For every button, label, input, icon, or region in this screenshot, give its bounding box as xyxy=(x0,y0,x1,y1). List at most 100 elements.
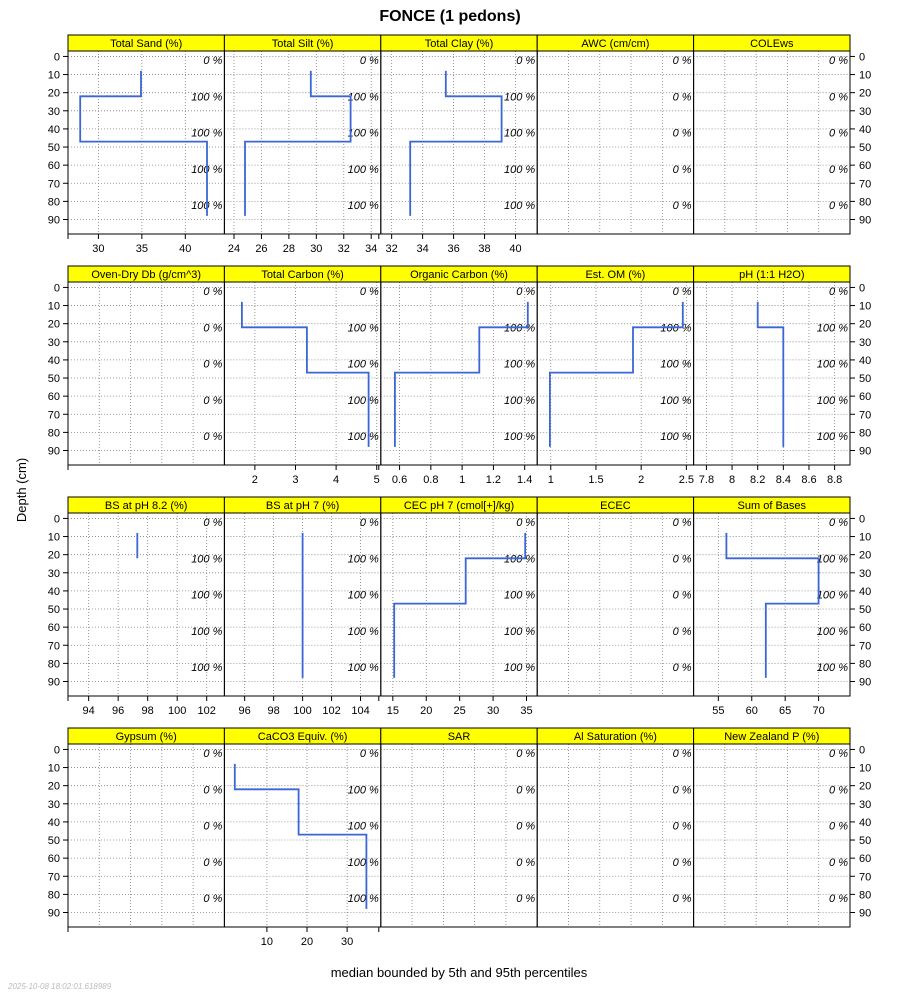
panel: CEC pH 7 (cmol[+]/kg)0 % 100 % 100 % 100 % 1… xyxy=(380,496,538,717)
y-tick-label: 70 xyxy=(859,178,871,190)
percent-label: 100 % xyxy=(348,164,379,176)
percent-label: 0 % xyxy=(829,128,848,140)
percent-label: 100 % xyxy=(504,553,535,565)
percent-label: 100 % xyxy=(504,395,535,407)
x-tick-label: 8.6 xyxy=(801,474,816,486)
y-tick-label: 40 xyxy=(859,355,871,367)
panel-border xyxy=(67,743,225,928)
panel-strip-label: CEC pH 7 (cmol[+]/kg) xyxy=(404,500,514,512)
x-tick-label: 35 xyxy=(136,243,148,255)
percent-label: 0 % xyxy=(829,91,848,103)
y-tick-label: 0 xyxy=(859,282,865,294)
y-tick-label: 0 xyxy=(859,51,865,63)
y-tick-label: 0 xyxy=(859,744,865,756)
y-tick-label: 70 xyxy=(48,409,60,421)
x-tick-label: 36 xyxy=(447,243,459,255)
percent-label: 100 % xyxy=(817,590,848,602)
percent-label: 100 % xyxy=(504,91,535,103)
y-tick-label: 50 xyxy=(859,142,871,154)
y-tick-label: 30 xyxy=(859,799,871,811)
y-tick-label: 50 xyxy=(48,373,60,385)
y-tick-label: 70 xyxy=(859,409,871,421)
y-tick-label: 90 xyxy=(48,677,60,689)
panel-strip-label: BS at pH 8.2 (%) xyxy=(105,500,188,512)
percent-label: 100 % xyxy=(348,553,379,565)
y-tick-label: 60 xyxy=(859,853,871,865)
x-tick-label: 2 xyxy=(252,474,258,486)
x-tick-label: 30 xyxy=(310,243,322,255)
x-tick-label: 38 xyxy=(478,243,490,255)
percent-label: 0 % xyxy=(203,359,222,371)
percent-label: 0 % xyxy=(360,748,379,760)
y-tick-label: 0 xyxy=(54,513,60,525)
percent-label: 0 % xyxy=(203,517,222,529)
percent-label: 100 % xyxy=(817,322,848,334)
y-tick-label: 40 xyxy=(859,817,871,829)
percent-label: 0 % xyxy=(829,164,848,176)
panel: Gypsum (%) 0 % 0 % 0 % 0 % 0 % xyxy=(67,727,225,928)
y-tick-label: 80 xyxy=(48,196,60,208)
percent-label: 0 % xyxy=(829,517,848,529)
y-tick-label: 60 xyxy=(48,853,60,865)
panel-strip-label: pH (1:1 H2O) xyxy=(739,269,804,281)
x-tick-label: 1 xyxy=(548,474,554,486)
panel: Total Carbon (%) 0 % 100 % 100 % 100 % 100 % 2… xyxy=(223,265,382,486)
y-tick-label: 20 xyxy=(859,781,871,793)
x-tick-label: 40 xyxy=(509,243,521,255)
y-axis-label: Depth (cm) xyxy=(14,458,29,522)
percent-label: 100 % xyxy=(504,626,535,638)
x-tick-label: 35 xyxy=(520,705,532,717)
percent-label: 0 % xyxy=(203,857,222,869)
panel-border xyxy=(693,743,851,928)
y-tick-label: 90 xyxy=(859,677,871,689)
panel-grid: Total Sand (%)0 %100 %100 %100 %100 %30 3… xyxy=(48,34,871,948)
y-tick-label: 0 xyxy=(859,513,865,525)
panel: Est. OM (%) 0 % 100 % 100 % 100 % 100 % 1 1.5 2 2… xyxy=(536,265,695,486)
panel-strip-label: CaCO3 Equiv. (%) xyxy=(258,731,348,743)
panel-strip-label: Gypsum (%) xyxy=(116,731,177,743)
y-tick-label: 50 xyxy=(48,142,60,154)
panel-border xyxy=(693,512,851,697)
y-tick-label: 90 xyxy=(48,908,60,920)
percent-label: 0 % xyxy=(673,91,692,103)
percent-label: 100 % xyxy=(817,553,848,565)
percent-label: 0 % xyxy=(673,553,692,565)
percent-label: 0 % xyxy=(203,55,222,67)
percent-label: 0 % xyxy=(516,55,535,67)
percent-label: 0 % xyxy=(673,626,692,638)
y-tick-label: 20 xyxy=(859,550,871,562)
percent-label: 0 % xyxy=(203,893,222,905)
x-tick-label: 32 xyxy=(338,243,350,255)
x-tick-label: 1 xyxy=(459,474,465,486)
x-tick-label: 0.8 xyxy=(423,474,438,486)
panel: Total Silt (%) 0 % 100 % 100 % 100 % 100 % 24 2… xyxy=(223,34,382,255)
x-tick-label: 55 xyxy=(712,705,724,717)
panel: COLEws 0 % 0 % 0 % 0 % 0 % xyxy=(693,34,851,235)
percent-label: 100 % xyxy=(348,857,379,869)
median-profile-line xyxy=(233,763,368,909)
y-tick-label: 60 xyxy=(48,160,60,172)
percent-label: 0 % xyxy=(829,200,848,212)
percent-label: 100 % xyxy=(191,91,222,103)
panel-strip-label: Total Clay (%) xyxy=(425,38,493,50)
percent-label: 0 % xyxy=(673,784,692,796)
percent-label: 0 % xyxy=(673,857,692,869)
panel-strip-label: Total Sand (%) xyxy=(110,38,182,50)
y-tick-label: 20 xyxy=(859,319,871,331)
panel-strip-label: Al Saturation (%) xyxy=(574,731,657,743)
x-tick-label: 8 xyxy=(729,474,735,486)
percent-label: 100 % xyxy=(817,431,848,443)
median-profile-line xyxy=(756,301,785,447)
panel: Organic Carbon (%) 0 % 100 % 100 % 100 % 100 … xyxy=(380,265,538,486)
chart-title: FONCE (1 pedons) xyxy=(379,8,520,25)
percent-label: 100 % xyxy=(348,322,379,334)
y-tick-label: 10 xyxy=(859,763,871,775)
y-tick-label: 30 xyxy=(859,568,871,580)
x-tick-label: 5 xyxy=(374,474,380,486)
y-tick-label: 30 xyxy=(48,568,60,580)
percent-label: 100 % xyxy=(817,395,848,407)
panel: Total Clay (%) 0 % 100 % 100 % 100 % 100 % 32 3… xyxy=(380,34,538,255)
panel-border xyxy=(693,50,851,235)
y-tick-label: 60 xyxy=(859,160,871,172)
